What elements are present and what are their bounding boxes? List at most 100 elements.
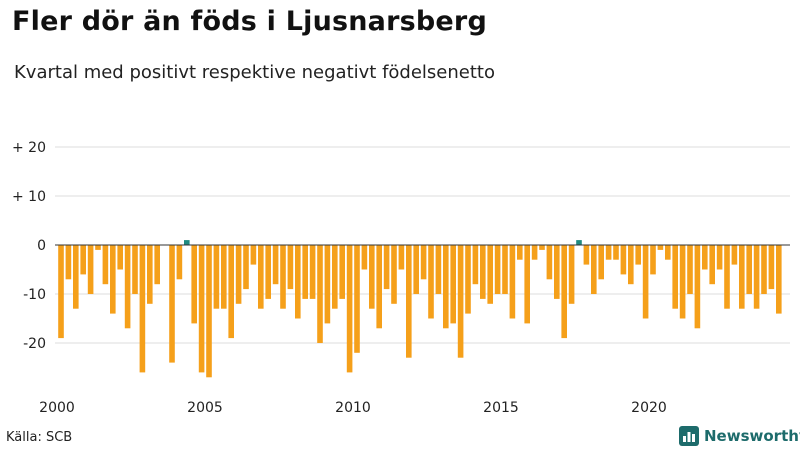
bar-negative <box>287 245 294 290</box>
bar-negative <box>420 245 427 280</box>
bar-negative <box>509 245 516 319</box>
bar-negative <box>117 245 123 270</box>
brand-name: Newsworthy <box>704 427 800 445</box>
bar-negative <box>628 245 634 285</box>
bar-negative <box>124 245 131 329</box>
bar-negative <box>221 245 227 309</box>
source-note: Källa: SCB <box>6 430 73 445</box>
bar-negative <box>457 245 464 358</box>
chart-title: Fler dör än föds i Ljusnarsberg <box>12 6 487 37</box>
bar-negative <box>339 245 345 299</box>
bar-negative <box>332 245 338 309</box>
bar-negative <box>642 245 649 319</box>
bar-negative <box>73 245 79 309</box>
bar-negative <box>709 245 715 285</box>
bar-negative <box>583 245 590 265</box>
bar-negative <box>487 245 493 304</box>
bar-negative <box>398 245 405 270</box>
bar-negative <box>65 245 72 280</box>
bar-negative <box>731 245 738 265</box>
newsworthy-icon <box>679 426 699 446</box>
bar-negative <box>147 245 153 304</box>
bar-negative <box>413 245 419 294</box>
bar-negative <box>746 245 752 294</box>
bar-negative <box>361 245 368 270</box>
y-tick-label: -10 <box>23 287 46 303</box>
bar-negative <box>435 245 442 294</box>
bar-negative <box>206 245 212 378</box>
bar-negative <box>110 245 116 314</box>
bar-negative <box>561 245 567 339</box>
bar-negative <box>102 245 109 285</box>
bar-negative <box>80 245 86 275</box>
bar-negative <box>620 245 627 275</box>
bar-negative <box>154 245 160 285</box>
bar-negative <box>568 245 575 304</box>
bar-negative <box>198 245 205 373</box>
bar-negative <box>228 245 234 339</box>
bar-negative <box>280 245 286 309</box>
bar-negative <box>679 245 686 319</box>
x-tick-label: 2000 <box>39 400 75 416</box>
bar-negative <box>768 245 775 290</box>
newsworthy-logo: Newsworthy <box>679 426 800 446</box>
bar-negative <box>657 245 664 250</box>
bar-negative <box>443 245 449 329</box>
x-tick-label: 2015 <box>483 400 519 416</box>
bar-negative <box>539 245 545 250</box>
bar-negative <box>250 245 257 265</box>
bar-negative <box>258 245 264 309</box>
bar-negative <box>753 245 760 309</box>
bar-negative <box>613 245 619 260</box>
y-tick-label: + 20 <box>12 140 46 156</box>
bar-negative <box>502 245 508 294</box>
bar-negative <box>650 245 656 275</box>
bar-negative <box>176 245 183 280</box>
bar-negative <box>265 245 271 299</box>
bar-negative <box>494 245 501 294</box>
bar-negative <box>302 245 308 299</box>
bar-negative <box>546 245 553 280</box>
bar-negative <box>391 245 397 304</box>
bar-negative <box>235 245 242 304</box>
grid-lines <box>55 146 790 344</box>
bar-negative <box>406 245 412 358</box>
bar-negative <box>672 245 678 309</box>
bar-negative <box>724 245 730 309</box>
bar-negative <box>213 245 220 309</box>
bar-negative <box>383 245 390 290</box>
bar-negative <box>376 245 382 329</box>
bar-negative <box>450 245 456 324</box>
bar-negative <box>309 245 316 299</box>
bar-negative <box>58 245 64 339</box>
bar-negative <box>317 245 323 343</box>
bar-negative <box>635 245 641 265</box>
bar-negative <box>598 245 604 280</box>
bar-negative <box>428 245 434 319</box>
bar-negative <box>702 245 708 270</box>
bar-negative <box>716 245 723 270</box>
bar-negative <box>739 245 745 309</box>
bar-negative <box>87 245 94 294</box>
bar-negative <box>295 245 301 319</box>
bar-negative <box>694 245 701 329</box>
y-tick-label: + 10 <box>12 189 46 205</box>
y-axis: + 20 + 10 0 -10 -20 <box>12 140 46 352</box>
bar-negative <box>524 245 530 324</box>
x-tick-label: 2010 <box>335 400 371 416</box>
bar-negative <box>665 245 671 260</box>
bar-negative <box>191 245 197 324</box>
bar-negative <box>346 245 353 373</box>
bar-negative <box>776 245 782 314</box>
x-tick-label: 2020 <box>631 400 667 416</box>
bar-negative <box>243 245 249 290</box>
bar-negative <box>517 245 523 260</box>
bar-negative <box>554 245 560 299</box>
bar-negative <box>591 245 597 294</box>
bar-negative <box>369 245 375 309</box>
bar-negative <box>95 245 101 250</box>
bar-negative <box>132 245 138 294</box>
x-axis: 2000 2005 2010 2015 2020 <box>39 400 667 416</box>
bar-negative <box>687 245 693 294</box>
chart-subtitle: Kvartal med positivt respektive negativt… <box>14 62 495 83</box>
